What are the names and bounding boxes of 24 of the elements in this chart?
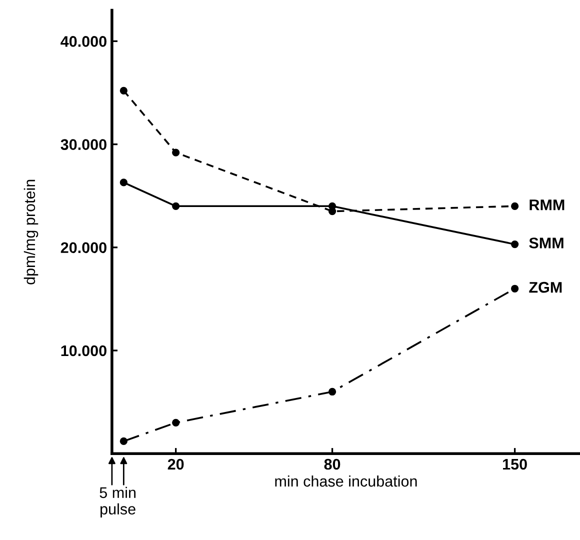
point: [120, 437, 128, 446]
point: [510, 284, 519, 292]
series-label: RMM: [530, 200, 564, 210]
x-tick-label: 150: [503, 458, 527, 470]
x-tick-label: 80: [324, 458, 340, 470]
point: [172, 202, 180, 210]
x-axis-title: min chase incubation: [275, 475, 417, 487]
point: [120, 178, 128, 186]
point: [172, 148, 180, 156]
point: [328, 388, 336, 396]
series-label: ZGM: [529, 282, 562, 293]
x-tick-label: 20: [168, 458, 184, 470]
point: [510, 202, 519, 210]
series-label: SMM: [529, 238, 564, 248]
y-tick-label: 30.000: [60, 139, 106, 150]
point: [328, 202, 336, 210]
text: 5 min pulse: [100, 486, 136, 518]
point: [120, 86, 128, 94]
y-tick-label: 40.000: [60, 36, 106, 47]
point: [510, 240, 519, 248]
y-tick-label: 10.000: [61, 345, 106, 356]
point: [172, 418, 180, 426]
y-tick-label: 20.000: [60, 242, 106, 254]
y-axis-title: dpm/mg protein: [24, 180, 38, 284]
